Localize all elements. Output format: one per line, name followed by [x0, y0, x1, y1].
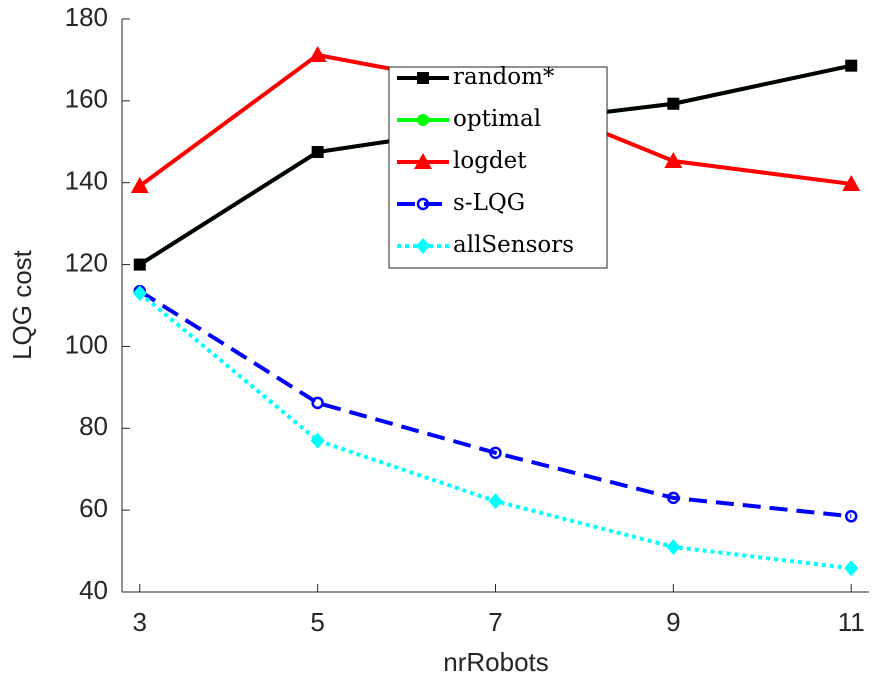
y-axis-label: LQG cost — [7, 249, 37, 360]
y-tick-label: 140 — [65, 166, 108, 196]
marker — [132, 285, 147, 302]
marker — [489, 446, 502, 460]
line — [138, 289, 852, 519]
marker — [666, 538, 681, 555]
marker — [488, 493, 503, 510]
y-tick-label: 160 — [65, 84, 108, 114]
x-tick-label: 7 — [488, 607, 502, 637]
y-tick-label: 100 — [65, 329, 108, 359]
marker — [308, 46, 327, 63]
y-tick-label: 40 — [79, 575, 108, 605]
marker — [416, 238, 430, 254]
marker — [844, 560, 859, 577]
legend-label: logdet — [453, 148, 527, 174]
y-tick-label: 80 — [79, 411, 108, 441]
marker — [130, 176, 149, 193]
x-axis-label: nrRobots — [443, 647, 549, 677]
x-tick-label: 9 — [666, 607, 680, 637]
marker — [845, 59, 858, 72]
legend-label: optimal — [453, 106, 541, 132]
marker — [133, 258, 146, 271]
marker — [842, 174, 861, 191]
marker — [417, 72, 429, 84]
marker — [844, 510, 858, 523]
marker — [416, 197, 430, 211]
line — [138, 291, 852, 571]
marker — [664, 152, 683, 169]
y-tick-label: 180 — [65, 2, 108, 32]
marker — [311, 396, 324, 410]
legend-label: s-LQG — [453, 190, 525, 216]
x-tick-label: 3 — [133, 607, 147, 637]
marker — [310, 432, 325, 449]
marker — [311, 146, 324, 159]
marker — [667, 97, 680, 110]
marker — [417, 114, 429, 126]
marker — [667, 491, 680, 505]
legend-label: allSensors — [453, 232, 574, 258]
x-tick-label: 5 — [310, 607, 324, 637]
y-tick-label: 60 — [79, 493, 108, 523]
legend-label: random* — [453, 64, 555, 90]
marker — [414, 153, 432, 169]
x-tick-label: 11 — [838, 607, 865, 637]
y-tick-label: 120 — [65, 247, 108, 277]
